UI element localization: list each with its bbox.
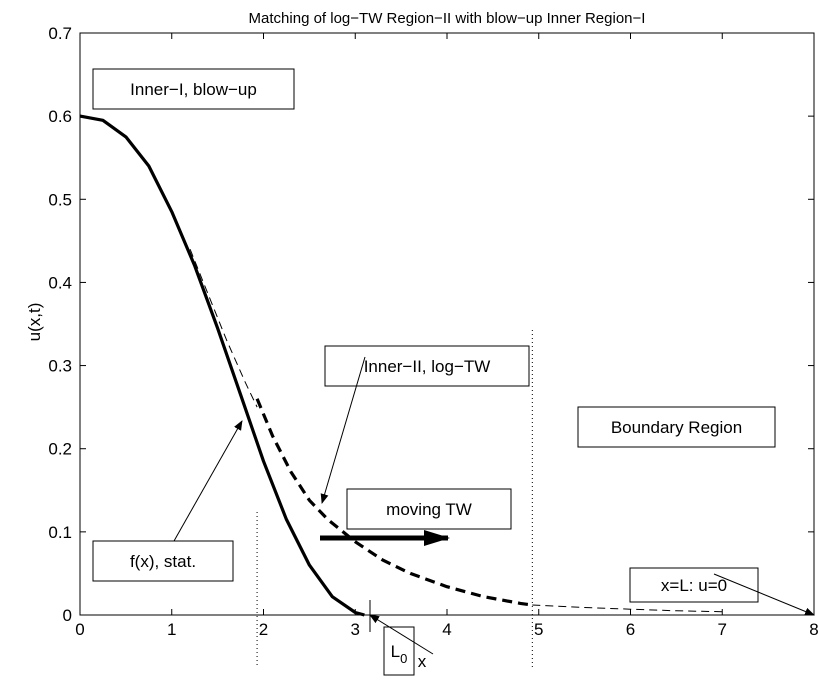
series-layer: [79, 114, 723, 668]
annotation-layer: Inner−I, blow−up Inner−II, log−TW Boundary…: [92, 68, 815, 676]
x-tick-label: 7: [718, 620, 727, 639]
y-tick-label: 0.4: [48, 273, 72, 292]
annotation-l0: L0: [383, 626, 415, 676]
annotation-text: moving TW: [386, 500, 472, 519]
annotation-box: [324, 345, 530, 387]
annotation-text: x=L: u=0: [661, 576, 727, 595]
annotation-box: [383, 626, 415, 676]
tick-layer: 0 1 2 3 4 5 6 7 8 0 0.1 0.2 0.3 0.4 0.5 0.6 0.7: [48, 24, 818, 639]
y-tick-label: 0.3: [48, 357, 72, 376]
annotation-fx-stat: f(x), stat.: [92, 540, 234, 582]
x-tick-label: 8: [809, 620, 818, 639]
annotation-box: [629, 567, 759, 603]
annotation-box: [577, 406, 776, 448]
annotation-inner-ii: Inner−II, log−TW: [324, 345, 530, 387]
annotation-box: [92, 68, 295, 110]
x-axis-label: x: [418, 652, 427, 671]
x-tick-label: 1: [167, 620, 176, 639]
annotation-boundary-region: Boundary Region: [577, 406, 776, 448]
x-tick-label: 3: [351, 620, 360, 639]
y-tick-label: 0.7: [48, 24, 72, 43]
annotation-text: Inner−I, blow−up: [130, 80, 257, 99]
y-tick-label: 0: [63, 606, 72, 625]
y-tick-label: 0.5: [48, 190, 72, 209]
series-line: [255, 398, 533, 607]
series-line: [79, 114, 365, 617]
annotation-moving-tw: moving TW: [346, 488, 512, 530]
annotation-arrow: [713, 573, 815, 616]
x-tick-label: 6: [626, 620, 635, 639]
x-tick-label: 4: [442, 620, 451, 639]
chart-title: Matching of log−TW Region−II with blow−u…: [249, 10, 646, 27]
annotation-inner-i: Inner−I, blow−up: [92, 68, 295, 110]
annotation-box: [346, 488, 512, 530]
series-line: [189, 249, 258, 408]
annotation-text: f(x), stat.: [130, 552, 196, 571]
y-tick-label: 0.6: [48, 107, 72, 126]
y-tick-label: 0.1: [48, 523, 72, 542]
y-axis-label: u(x,t): [25, 303, 44, 342]
annotation-arrow: [173, 420, 243, 542]
series-line: [532, 604, 723, 613]
annotation-subscript: 0: [400, 651, 407, 666]
x-tick-label: 5: [534, 620, 543, 639]
annotation-x-l: x=L: u=0: [629, 567, 759, 603]
annotation-arrow: [369, 614, 434, 655]
x-tick-label: 2: [259, 620, 268, 639]
annotation-box: [92, 540, 234, 582]
annotation-arrow: [320, 356, 366, 504]
y-tick-label: 0.2: [48, 440, 72, 459]
x-tick-label: 0: [75, 620, 84, 639]
annotation-text: Inner−II, log−TW: [364, 357, 491, 376]
annotation-text: Boundary Region: [611, 418, 742, 437]
